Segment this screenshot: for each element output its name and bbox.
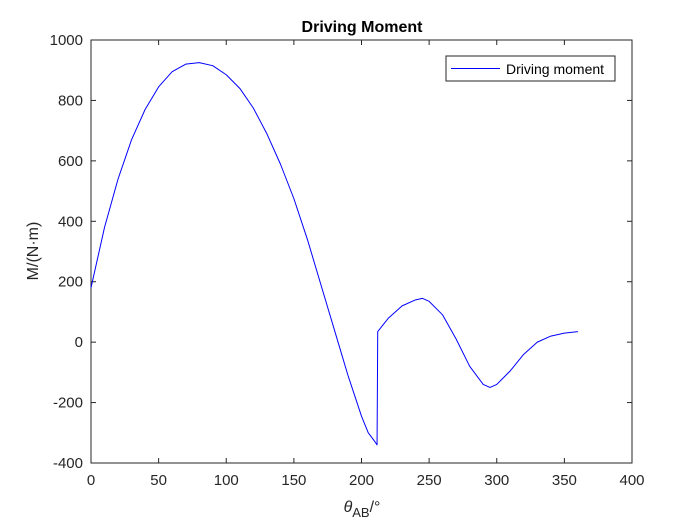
x-axis-label-symbol: θ bbox=[344, 499, 353, 516]
x-tick-label: 400 bbox=[619, 472, 644, 489]
y-axis-label: M/(N·m) bbox=[25, 222, 42, 281]
legend: Driving moment bbox=[445, 55, 616, 82]
x-tick-label: 300 bbox=[484, 472, 509, 489]
y-tick-label: 400 bbox=[58, 213, 83, 230]
x-tick-label: 150 bbox=[281, 472, 306, 489]
x-tick-label: 0 bbox=[87, 472, 95, 489]
x-tick-label: 50 bbox=[150, 472, 167, 489]
y-axis: -400 -200 0 200 400 600 800 1000 bbox=[50, 32, 632, 472]
series-line-driving-moment bbox=[90, 62, 578, 446]
x-tick-label: 200 bbox=[349, 472, 374, 489]
y-tick-label: 0 bbox=[75, 334, 83, 351]
chart-title: Driving Moment bbox=[302, 19, 424, 36]
x-axis-label: θAB/° bbox=[344, 499, 381, 520]
x-axis: 0 50 100 150 200 250 300 350 400 bbox=[87, 40, 645, 489]
plot-area bbox=[90, 39, 633, 464]
legend-label-driving-moment: Driving moment bbox=[506, 61, 604, 77]
x-tick-label: 350 bbox=[552, 472, 577, 489]
x-axis-label-subscript: AB bbox=[352, 505, 369, 520]
y-tick-label: 1000 bbox=[50, 32, 83, 49]
x-axis-label-unit: /° bbox=[370, 499, 381, 516]
y-tick-label: 800 bbox=[58, 92, 83, 109]
y-tick-label: -200 bbox=[53, 395, 83, 412]
series-layer bbox=[90, 62, 578, 446]
x-tick-label: 100 bbox=[214, 472, 239, 489]
y-tick-label: -400 bbox=[53, 455, 83, 472]
y-tick-label: 600 bbox=[58, 153, 83, 170]
x-tick-label: 250 bbox=[417, 472, 442, 489]
y-tick-label: 200 bbox=[58, 274, 83, 291]
